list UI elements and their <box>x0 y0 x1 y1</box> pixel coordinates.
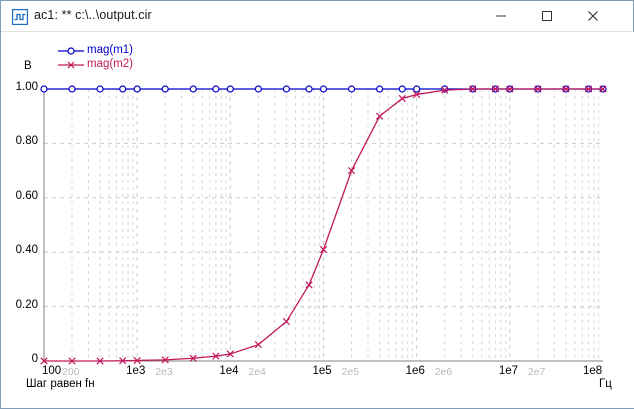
legend-label-mag-m2: mag(m2) <box>87 58 134 70</box>
x-tick-label-minor: 2e6 <box>434 366 453 378</box>
chart-legend: mag(m1) mag(m2) <box>58 44 133 72</box>
close-button[interactable] <box>570 1 616 31</box>
legend-item-mag-m1[interactable]: mag(m1) <box>58 44 133 58</box>
x-tick-label-major: 1e8 <box>583 365 603 377</box>
x-tick-label-minor: 2e5 <box>341 366 360 378</box>
legend-label-mag-m1: mag(m1) <box>87 44 134 56</box>
chart-svg <box>40 85 607 365</box>
x-tick-label-major: 100 <box>42 365 62 377</box>
x-tick-label-major: 1e4 <box>219 365 239 377</box>
y-axis-label: B <box>24 60 32 72</box>
maximize-button[interactable] <box>524 1 570 31</box>
x-tick-label-major: 1e3 <box>126 365 146 377</box>
x-tick-label-minor: 2e4 <box>248 366 266 378</box>
x-axis-unit-label: Гц <box>599 378 612 390</box>
window-title: ac1: ** c:\..\output.cir <box>34 8 152 22</box>
step-annotation: Шаг равен fн <box>26 378 95 390</box>
y-tick-label: 0.80 <box>15 135 38 148</box>
title-bar: ac1: ** c:\..\output.cir <box>1 1 633 32</box>
waveform-icon <box>11 8 29 26</box>
legend-item-mag-m2[interactable]: mag(m2) <box>58 58 133 72</box>
minimize-button[interactable] <box>478 1 524 31</box>
legend-swatch-cross-icon <box>58 60 84 70</box>
x-tick-label-minor: 200 <box>62 366 80 378</box>
y-tick-label: 0.60 <box>15 189 38 202</box>
chart-canvas[interactable]: B mag(m1) mag(m2) <box>2 32 634 408</box>
x-tick-label-minor: 2e7 <box>527 366 546 378</box>
data-series <box>40 85 607 365</box>
x-tick-label-major: 1e6 <box>405 365 425 377</box>
y-tick-label: 0 <box>31 353 38 365</box>
y-tick-label: 1.00 <box>15 81 38 93</box>
grid-lines <box>44 89 603 361</box>
x-tick-label-major: 1e5 <box>312 365 332 377</box>
y-tick-label: 0.20 <box>15 298 38 311</box>
x-tick-label-minor: 2e3 <box>155 366 173 378</box>
y-tick-label: 0.40 <box>15 244 38 257</box>
x-tick-label-major: 1e7 <box>498 365 519 377</box>
legend-swatch-circle-icon <box>58 46 84 56</box>
